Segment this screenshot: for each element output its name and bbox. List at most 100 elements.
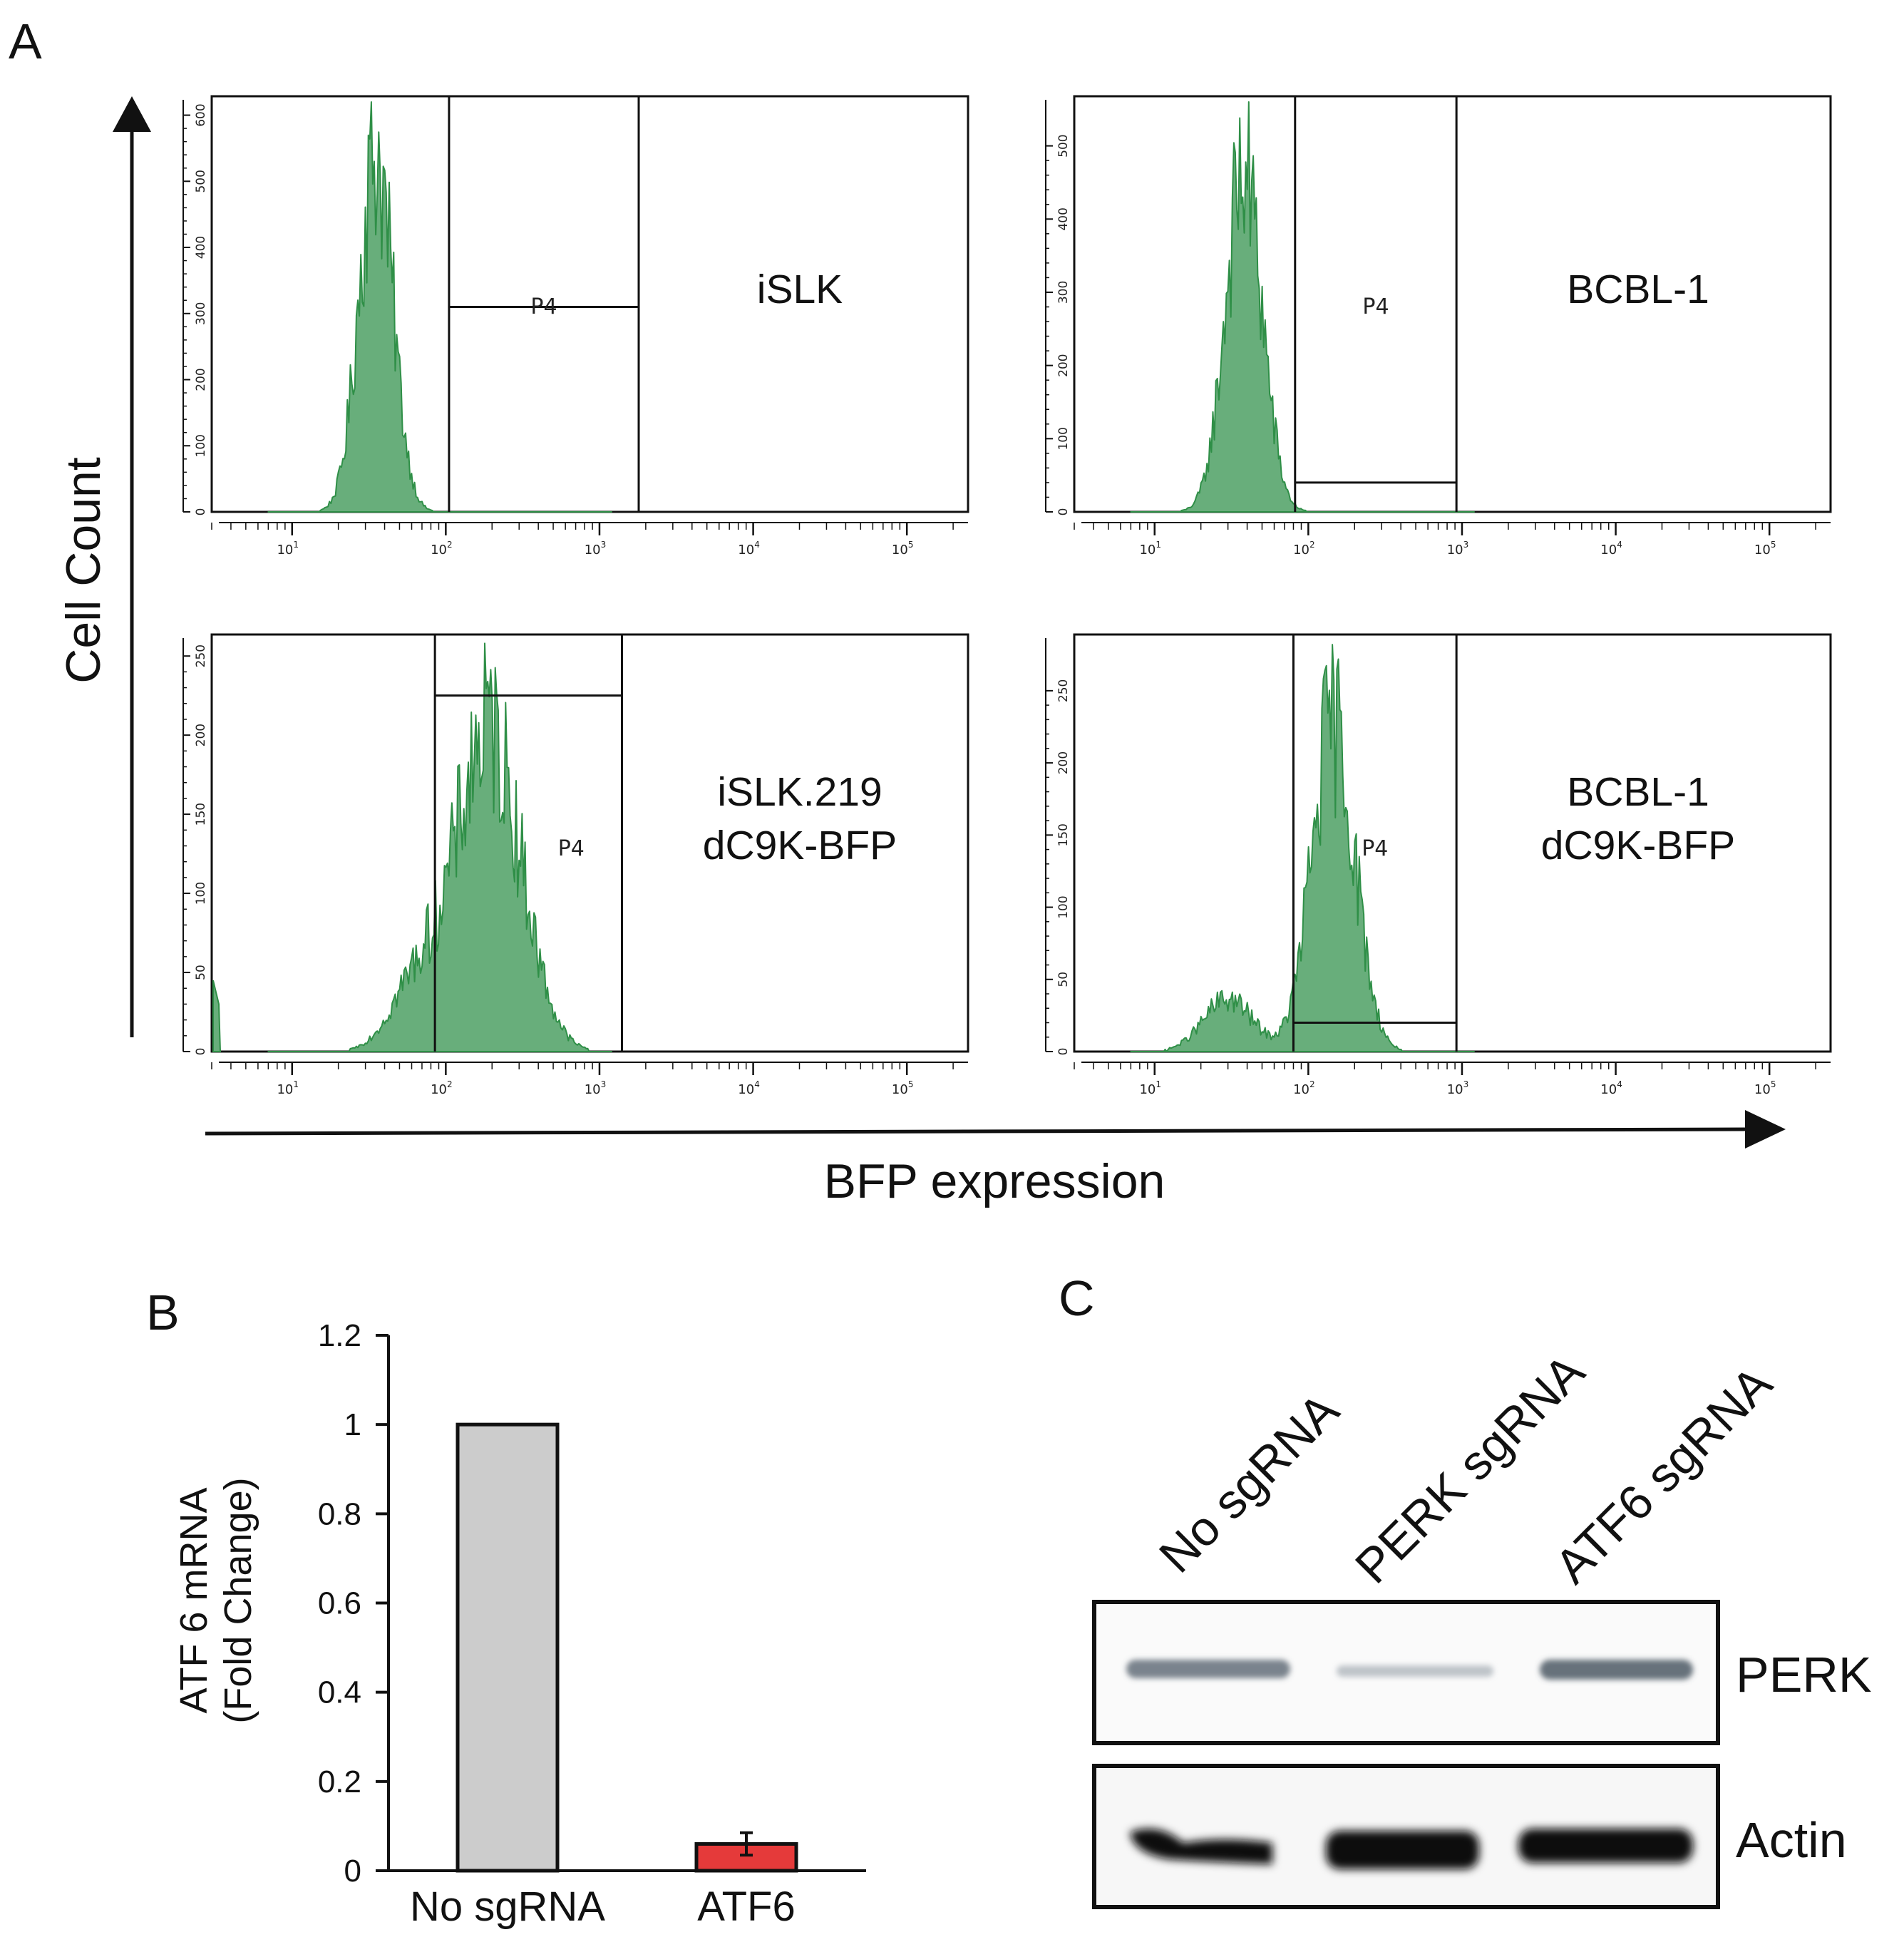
y-tick-label: 0 — [194, 508, 208, 516]
x-tick-label: 101 — [1139, 1079, 1161, 1097]
perk-band — [1337, 1665, 1493, 1677]
bar-category-label: ATF6 — [697, 1884, 796, 1930]
perk-band — [1540, 1660, 1693, 1680]
atf6-bar-chart: 0 0.2 0.4 0.6 0.8 1 1.2 No sgRNA ATF6 ATF 6 mRNA(… — [173, 1318, 866, 1930]
x-tick-label: 103 — [1447, 540, 1469, 558]
perk-bands — [1126, 1660, 1693, 1680]
x-tick-label: 105 — [1754, 540, 1776, 558]
y-tick-label: 0 — [194, 1048, 208, 1056]
y-tick-label: 0 — [1056, 508, 1071, 516]
panel-label-b: B — [146, 1285, 180, 1340]
panel-a-axes: Cell Count BFP expression — [56, 96, 1786, 1208]
y-tick-label: 200 — [194, 368, 208, 391]
panel-title: dC9K-BFP — [1541, 823, 1735, 868]
actin-band — [1130, 1829, 1272, 1864]
panel-title: BCBL-1 — [1567, 267, 1709, 312]
actin-row-label: Actin — [1736, 1812, 1847, 1868]
y-tick-label: 250 — [194, 644, 208, 667]
panel-title: iSLK.219 — [717, 769, 882, 815]
x-tick-label: 102 — [1293, 540, 1315, 558]
y-tick-label: 400 — [1056, 207, 1071, 230]
y-tick-label: 100 — [194, 882, 208, 905]
x-tick-label: 104 — [738, 1079, 760, 1097]
bar-y-axis-title: ATF 6 mRNA — [173, 1487, 215, 1713]
x-tick-label: 102 — [1293, 1079, 1315, 1097]
x-tick-label: 101 — [277, 540, 299, 558]
histogram-area — [267, 642, 612, 1052]
y-tick-label: 200 — [1056, 354, 1071, 376]
bar-y-tick-label: 0.6 — [318, 1586, 361, 1621]
y-tick-label: 200 — [194, 724, 208, 746]
actin-band — [1518, 1829, 1693, 1863]
plot-frame — [1073, 95, 1832, 513]
western-blot: No sgRNA PERK sgRNA ATF6 sgRNA PERK Acti… — [1092, 1344, 1872, 1909]
histogram-panel: P4 iSLK 0 100 200 300 400 500 600 101 102 103 104 105 — [182, 95, 969, 558]
y-tick-label: 400 — [194, 236, 208, 259]
x-tick-label: 103 — [1447, 1079, 1469, 1097]
x-axis-title: BFP expression — [824, 1154, 1165, 1208]
x-tick-label: 105 — [892, 1079, 914, 1097]
bar — [456, 1422, 560, 1873]
histogram-area — [1130, 644, 1475, 1052]
y-tick-label: 100 — [1056, 895, 1071, 918]
gate-label: P4 — [1362, 836, 1388, 861]
bar-category-label: No sgRNA — [410, 1884, 605, 1930]
panel-title: iSLK — [757, 267, 843, 312]
y-tick-label: 250 — [1056, 679, 1071, 702]
bar-y-tick-label: 0 — [344, 1854, 361, 1889]
histogram-panel: P4 BCBL-1 dC9K-BFP 0 50 100 150 200 250 101 102 103… — [1045, 633, 1832, 1097]
x-tick-label: 105 — [1754, 1079, 1776, 1097]
y-tick-label: 600 — [194, 103, 208, 126]
x-tick-label: 105 — [892, 540, 914, 558]
histogram-edge-spike — [212, 980, 222, 1052]
y-tick-label: 100 — [194, 434, 208, 457]
y-axis-arrowhead — [113, 96, 151, 132]
lane-label: No sgRNA — [1149, 1382, 1349, 1583]
y-axis-title: Cell Count — [56, 457, 110, 684]
bar-y-tick-label: 1 — [344, 1407, 361, 1442]
gate-label: P4 — [558, 836, 585, 861]
y-tick-label: 50 — [194, 965, 208, 980]
gate-label: P4 — [1362, 294, 1389, 319]
y-tick-label: 50 — [1056, 972, 1071, 987]
plot-frame — [1073, 633, 1832, 1053]
x-tick-label: 104 — [1600, 1079, 1622, 1097]
x-tick-label: 103 — [585, 1079, 607, 1097]
bar-y-tick-label: 0.2 — [318, 1764, 361, 1799]
x-tick-label: 104 — [1600, 540, 1622, 558]
y-tick-label: 150 — [194, 803, 208, 826]
y-tick-label: 300 — [1056, 281, 1071, 304]
x-axis-arrowhead — [1745, 1110, 1786, 1149]
y-tick-label: 300 — [194, 302, 208, 325]
actin-bands — [1130, 1829, 1693, 1869]
x-tick-label: 103 — [585, 540, 607, 558]
plot-frame — [210, 95, 969, 513]
histogram-panel: P4 iSLK.219 dC9K-BFP 0 50 100 150 200 250 101 102 1… — [182, 633, 969, 1097]
panel-label-c: C — [1059, 1270, 1095, 1326]
x-tick-label: 102 — [431, 540, 453, 558]
histogram-area — [267, 101, 612, 513]
perk-band — [1126, 1660, 1290, 1678]
y-tick-label: 200 — [1056, 751, 1071, 774]
bar-y-tick-label: 0.8 — [318, 1496, 361, 1531]
bar-y-tick-label: 0.4 — [318, 1675, 361, 1710]
bar-y-tick-label: 1.2 — [318, 1318, 361, 1353]
gate-label: P4 — [530, 294, 557, 319]
x-axis-arrow — [205, 1127, 1747, 1136]
actin-band — [1326, 1831, 1479, 1869]
x-tick-label: 101 — [277, 1079, 299, 1097]
panel-title: dC9K-BFP — [703, 823, 897, 868]
x-tick-label: 102 — [431, 1079, 453, 1097]
y-tick-label: 500 — [1056, 134, 1071, 157]
y-tick-label: 100 — [1056, 427, 1071, 450]
y-tick-label: 500 — [194, 170, 208, 192]
panel-label-a: A — [9, 14, 42, 69]
x-tick-label: 101 — [1139, 540, 1161, 558]
y-tick-label: 0 — [1056, 1048, 1071, 1056]
histogram-panel: P4 BCBL-1 0 100 200 300 400 500 101 102 103 104 105 — [1045, 95, 1832, 558]
bar-y-axis-title: (Fold Change) — [217, 1477, 259, 1723]
plot-frame — [210, 633, 969, 1053]
perk-row-label: PERK — [1736, 1647, 1872, 1702]
